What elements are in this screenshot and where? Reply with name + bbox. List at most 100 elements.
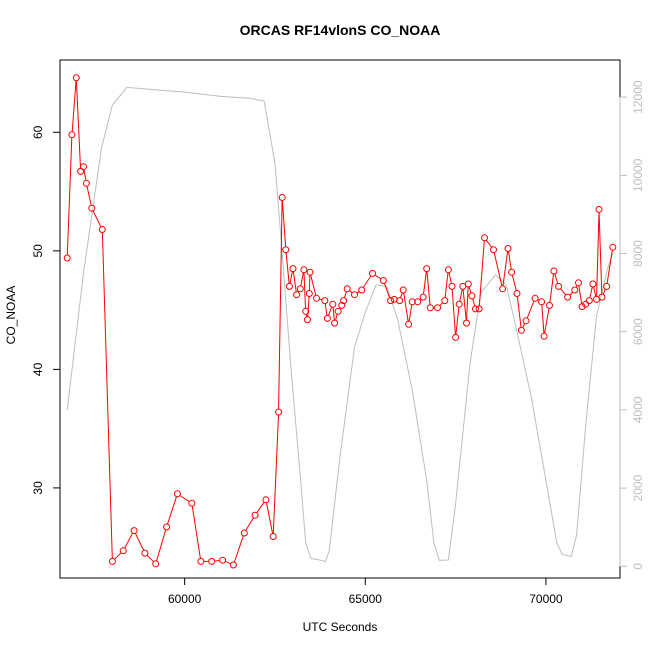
co-noaa-point — [379, 277, 387, 284]
co-noaa-point — [419, 293, 427, 301]
co-noaa-point — [540, 332, 548, 340]
co-noaa-point — [441, 297, 449, 305]
co-noaa-segment — [423, 271, 427, 295]
co-noaa-point — [331, 319, 339, 327]
co-noaa-point — [414, 298, 422, 306]
co-noaa-point — [575, 279, 582, 287]
co-noaa-segment — [511, 274, 517, 291]
co-noaa-segment — [602, 288, 606, 295]
co-noaa-point — [571, 286, 579, 294]
co-noaa-segment — [83, 169, 87, 181]
co-noaa-point — [293, 291, 301, 299]
co-noaa-segment — [472, 298, 476, 307]
co-noaa-segment — [66, 137, 73, 256]
co-noaa-point — [550, 267, 558, 275]
x-tick-label: 60000 — [168, 592, 202, 606]
co-noaa-segment — [225, 560, 231, 565]
y2-tick-label: 6000 — [631, 318, 645, 345]
co-noaa-segment — [86, 186, 92, 206]
co-noaa-segment — [156, 529, 167, 562]
co-noaa-segment — [400, 292, 403, 298]
co-noaa-point — [296, 285, 304, 293]
co-noaa-point — [408, 298, 416, 306]
co-noaa-segment — [245, 517, 254, 531]
co-noaa-point — [508, 268, 516, 276]
co-noaa-point — [452, 333, 460, 341]
co-noaa-point — [475, 305, 483, 313]
co-noaa-segment — [462, 289, 467, 321]
co-noaa-segment — [146, 554, 154, 563]
co-noaa-segment — [167, 496, 177, 525]
co-noaa-segment — [278, 200, 283, 410]
co-noaa-point — [289, 265, 297, 273]
y2-tick-label: 0 — [631, 563, 645, 570]
co-noaa-point — [499, 285, 507, 293]
co-noaa-segment — [478, 240, 485, 306]
co-noaa-point — [358, 286, 366, 294]
co-noaa-segment — [606, 250, 613, 284]
co-noaa-point — [603, 282, 611, 290]
co-noaa-segment — [455, 307, 460, 335]
co-noaa-point — [334, 307, 342, 315]
y2-tick-label: 10000 — [631, 158, 645, 192]
co-noaa-point — [463, 319, 470, 327]
co-noaa-point — [304, 316, 311, 324]
co-noaa-segment — [541, 304, 545, 334]
co-noaa-segment — [349, 290, 353, 294]
co-noaa-segment — [344, 291, 347, 298]
co-noaa-point — [405, 320, 413, 328]
co-noaa-point — [302, 307, 310, 315]
co-noaa-point — [517, 326, 525, 334]
co-noaa-point — [448, 282, 456, 290]
co-noaa-point — [423, 265, 431, 273]
y2-tick-label: 12000 — [631, 80, 645, 114]
co-noaa-segment — [289, 271, 293, 284]
y-axis-right: 0 2000 4000 6000 8000 10000 12000 — [619, 80, 645, 570]
altitude-line — [66, 86, 614, 563]
co-noaa-segment — [593, 286, 597, 297]
co-noaa-segment — [516, 296, 522, 328]
co-noaa-series — [63, 74, 617, 569]
co-noaa-point — [464, 280, 472, 288]
co-noaa-segment — [256, 501, 265, 513]
y2-tick-label: 8000 — [631, 240, 645, 267]
co-noaa-point — [426, 304, 434, 312]
co-noaa-point — [564, 293, 572, 301]
co-noaa-point — [98, 226, 106, 233]
co-noaa-segment — [596, 212, 600, 297]
co-noaa-segment — [549, 273, 554, 303]
co-noaa-segment — [493, 252, 503, 287]
co-noaa-segment — [335, 314, 338, 321]
co-noaa-point — [472, 305, 479, 313]
co-noaa-point — [173, 490, 181, 498]
co-noaa-segment — [448, 272, 452, 284]
y2-tick-label: 2000 — [631, 474, 645, 501]
co-noaa-segment — [374, 274, 382, 280]
co-noaa-point — [351, 291, 358, 299]
co-noaa-point — [306, 268, 314, 276]
co-noaa-point — [269, 533, 277, 540]
co-noaa-segment — [383, 283, 391, 298]
co-noaa-point — [80, 163, 87, 171]
co-noaa-point — [278, 194, 286, 201]
co-noaa-segment — [324, 303, 328, 316]
co-noaa-segment — [300, 272, 304, 286]
co-noaa-segment — [569, 291, 574, 296]
co-noaa-segment — [191, 506, 201, 559]
co-noaa-segment — [408, 304, 413, 322]
co-noaa-point — [197, 557, 205, 565]
co-noaa-point — [141, 549, 149, 557]
y-axis-left: 30 40 50 60 — [31, 125, 61, 495]
co-noaa-point — [240, 529, 248, 537]
co-noaa-point — [609, 243, 617, 251]
co-noaa-point — [321, 297, 329, 305]
co-noaa-point — [63, 254, 71, 262]
co-noaa-point — [82, 179, 90, 187]
x-axis: 60000 65000 70000 — [168, 577, 563, 606]
co-noaa-segment — [403, 292, 409, 322]
co-noaa-segment — [75, 80, 81, 169]
y-tick-label: 60 — [31, 125, 45, 139]
co-noaa-segment — [560, 288, 567, 296]
co-noaa-segment — [544, 308, 550, 334]
